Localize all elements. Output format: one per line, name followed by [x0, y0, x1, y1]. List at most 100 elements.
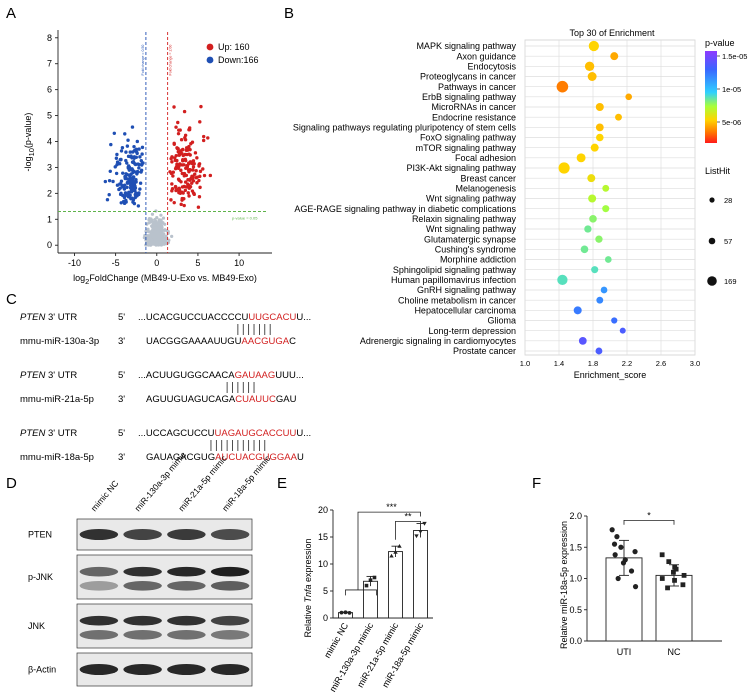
pathway-bubble: [602, 184, 610, 192]
volcano-point-up: [188, 168, 192, 172]
mir18a-data-point: [672, 577, 677, 583]
mir18a-data-point: [632, 549, 638, 555]
volcano-point-ns: [154, 232, 159, 236]
pvalue-tick-1: 1.5e-05: [722, 52, 747, 61]
volcano-point-down: [121, 171, 125, 175]
legend-down-label: Down:166: [218, 55, 259, 65]
tnfa-y-tick-label: 15: [318, 532, 328, 542]
tnfa-category-label: mimic NC: [322, 621, 350, 660]
volcano-y-tick-label: 2: [47, 188, 52, 198]
blot-lane-label: mimic NC: [89, 478, 121, 513]
volcano-point-up: [173, 184, 178, 189]
volcano-point-down: [133, 195, 137, 200]
volcano-point-down: [125, 144, 130, 148]
volcano-point-down: [129, 154, 133, 158]
volcano-point-up: [194, 169, 198, 173]
volcano-y-tick-label: 0: [47, 240, 52, 250]
pathway-label: ErbB signaling pathway: [422, 92, 517, 102]
volcano-point-up: [180, 163, 184, 167]
volcano-point-down: [128, 186, 133, 190]
volcano-point-ns: [164, 234, 168, 238]
blot-band: [210, 581, 250, 591]
listhit-large-label: 169: [724, 277, 737, 286]
volcano-point-up: [174, 125, 178, 129]
volcano-point-down: [111, 179, 115, 184]
pathway-label: MAPK signaling pathway: [416, 41, 516, 51]
blot-band: [167, 566, 206, 577]
blot-band: [79, 615, 119, 626]
volcano-point-up: [175, 146, 179, 150]
volcano-point-up: [182, 174, 186, 178]
five-prime-label: 5': [118, 312, 125, 323]
volcano-point-up: [191, 165, 196, 169]
mir18a-data-point: [614, 534, 620, 540]
volcano-point-down: [138, 155, 142, 159]
tnfa-data-point: [364, 583, 369, 588]
volcano-point-up: [195, 156, 199, 160]
mir18a-y-tick-label: 1.5: [569, 542, 582, 552]
enrichment-plot-frame: [524, 39, 696, 356]
volcano-point-up: [187, 194, 191, 198]
pathway-bubble: [611, 317, 618, 324]
volcano-point-down: [137, 191, 141, 195]
pathway-label: Signaling pathways regulating pluripoten…: [293, 123, 517, 133]
listhit-medium-label: 57: [724, 237, 732, 246]
mirna-name: mmu-miR-21a-5p: [20, 394, 94, 405]
pathway-bubble: [595, 235, 603, 243]
blot-band: [167, 630, 206, 640]
panel-label-b: B: [284, 5, 294, 22]
pathway-bubble: [557, 274, 568, 285]
volcano-point-down: [134, 191, 138, 195]
volcano-point-down: [123, 183, 127, 187]
pathway-bubble: [619, 327, 626, 334]
volcano-point-up: [183, 180, 188, 184]
volcano-point-down: [117, 162, 122, 166]
pvalue-tick-2: 1e-05: [722, 85, 741, 94]
volcano-point-down: [127, 178, 131, 182]
pathway-bubble: [589, 215, 597, 223]
volcano-point-up: [196, 205, 201, 209]
volcano-point-up: [170, 155, 174, 159]
enrichment-x-tick-label: 2.6: [656, 359, 666, 368]
blot-band: [167, 615, 206, 626]
pathway-label: Axon guidance: [456, 51, 516, 61]
pathway-bubble: [573, 306, 582, 315]
enrichment-x-tick-label: 1.4: [554, 359, 564, 368]
volcano-point-down: [132, 179, 136, 184]
blot-band: [123, 566, 162, 577]
volcano-point-up: [186, 178, 190, 182]
enrichment-x-tick-label: 1.8: [588, 359, 598, 368]
pvalue-tick-3: 5e-06: [722, 118, 741, 127]
pathway-label: Glioma: [487, 316, 516, 326]
blot-protein-label: p-JNK: [28, 572, 53, 582]
volcano-point-ns: [154, 226, 158, 231]
volcano-point-down: [132, 144, 136, 149]
volcano-point-down: [139, 170, 143, 174]
pathway-bubble: [595, 347, 603, 355]
volcano-point-ns: [146, 227, 150, 231]
pathway-bubble: [595, 102, 604, 112]
mir18a-y-tick-label: 0.5: [569, 605, 582, 615]
pvalue-colorbar: [705, 51, 717, 143]
volcano-y-title: -log10(p-value): [23, 113, 36, 172]
blot-band: [210, 529, 250, 540]
tnfa-bar: [413, 530, 428, 619]
volcano-point-down: [130, 125, 135, 129]
tnfa-data-point: [422, 521, 427, 526]
blot-band: [167, 581, 206, 591]
volcano-point-down: [123, 175, 127, 179]
volcano-point-up: [177, 188, 182, 192]
blot-band: [79, 529, 119, 540]
tnfa-y-title: Relative Tnfa expression: [303, 538, 313, 637]
volcano-point-ns: [157, 218, 161, 222]
pathway-label: Prostate cancer: [453, 346, 516, 356]
mir18a-data-point: [666, 559, 672, 565]
tnfa-data-point: [393, 549, 398, 554]
sig-label-main: ***: [386, 502, 397, 512]
pathway-bubble: [600, 286, 608, 294]
tnfa-y-tick-label: 10: [318, 559, 328, 569]
volcano-point-down: [115, 163, 119, 167]
blot-band: [79, 581, 119, 591]
mir18a-data-point: [609, 527, 615, 533]
pathway-bubble: [587, 174, 596, 183]
